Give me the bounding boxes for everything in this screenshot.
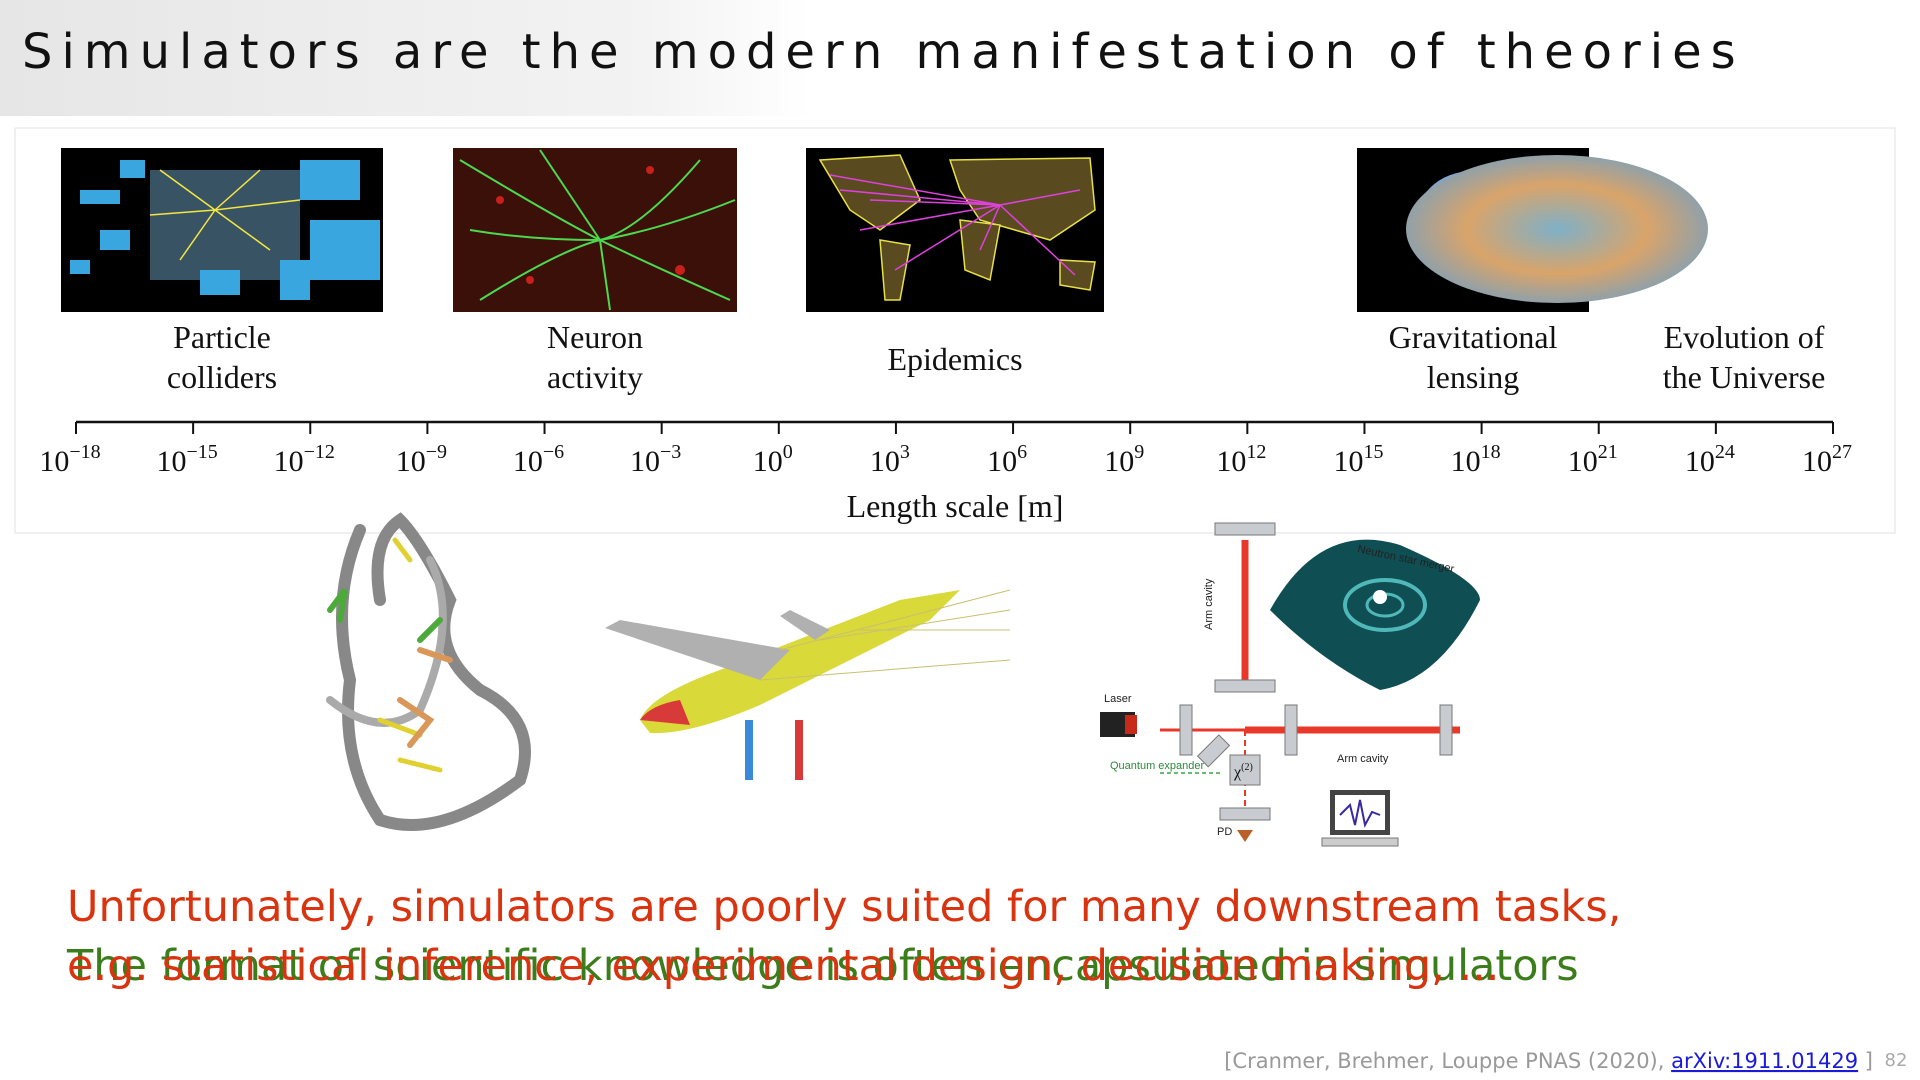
tick-base: 10 [987,445,1017,478]
universe-image [1406,155,1708,303]
chi: χ [1233,764,1242,781]
tick-base: 10 [1104,445,1134,478]
laser-label: Laser [1104,693,1132,705]
red-text: e.g. statistical inference, experimental… [67,941,1499,991]
pd-label: PD [1217,826,1232,838]
tick-label: 10−3 [630,441,681,478]
airplane-image [605,589,1011,780]
tick-label: 10−15 [156,441,217,478]
item-label: Evolution of [1664,319,1825,355]
tick-label: 1012 [1216,441,1266,478]
tick-base: 10 [630,445,660,478]
item-label: Particle [173,319,271,355]
neuron-image [453,148,737,312]
item-label: Gravitational [1389,319,1558,355]
citation-prefix: [Cranmer, Brehmer, Louppe PNAS (2020), [1224,1049,1671,1073]
tick-exponent: 9 [1134,441,1144,463]
tick-base: 10 [870,445,900,478]
tick-label: 1024 [1685,441,1735,478]
tick-label: 10−6 [513,441,564,478]
tick-label: 100 [753,441,793,478]
item-label: Neuron [547,319,643,355]
tick-label: 1018 [1451,441,1501,478]
tick-base: 10 [1333,445,1363,478]
tick-base: 10 [1568,445,1598,478]
tick-exponent: −6 [543,441,564,463]
tick-base: 10 [396,445,426,478]
tick-label: 106 [987,441,1027,478]
tick-exponent: 3 [900,441,910,463]
tick-base: 10 [274,445,304,478]
tick-exponent: 0 [783,441,793,463]
item-label: activity [547,359,643,395]
tick-base: 10 [1451,445,1481,478]
red-text: Unfortunately, simulators are poorly sui… [67,882,1621,932]
arm-cavity-label: Arm cavity [1337,753,1389,765]
tick-exponent: −9 [426,441,447,463]
green-text: The format of scientific knowledge is of… [66,941,1579,991]
arm-cavity-label: Arm cavity [1203,578,1215,630]
expander-label: Quantum expander [1110,760,1205,772]
tick-exponent: −3 [660,441,681,463]
tick-exponent: 15 [1363,441,1383,463]
tick-label: 1027 [1802,441,1852,478]
tick-label: 10−18 [39,441,100,478]
tick-base: 10 [1802,445,1832,478]
citation-suffix: ] [1858,1049,1873,1073]
item-label: colliders [167,359,277,395]
tick-base: 10 [753,445,783,478]
tick-exponent: 27 [1832,441,1852,463]
tick-base: 10 [39,445,69,478]
interferometer-image: Laser Arm cavity Arm cavity Neutron star… [1100,522,1480,847]
tick-base: 10 [513,445,543,478]
overlay-text: The format of scientific knowledge is of… [66,882,1621,991]
citation: [Cranmer, Brehmer, Louppe PNAS (2020), a… [1224,1049,1873,1073]
item-label: Epidemics [887,341,1022,377]
chi-label: χ(2) [1233,762,1253,781]
epidemics-image [806,148,1104,312]
tick-exponent: −18 [69,441,100,463]
axis-label: Length scale [m] [847,488,1064,524]
citation-link[interactable]: arXiv:1911.01429 [1671,1049,1858,1073]
title-band [0,0,810,116]
tick-base: 10 [1216,445,1246,478]
tick-exponent: −15 [186,441,217,463]
tick-exponent: 21 [1598,441,1618,463]
timeline: Particle colliders Neuron activity Epidemics… [39,319,1852,524]
tick-label: 10−12 [274,441,335,478]
tick-label: 109 [1104,441,1144,478]
protein-image [326,512,531,831]
chi-sup: (2) [1241,762,1253,773]
tick-exponent: 6 [1017,441,1027,463]
tick-exponent: 24 [1715,441,1735,463]
item-label: lensing [1427,359,1519,395]
tick-label: 1021 [1568,441,1618,478]
particle-image [61,148,383,312]
tick-exponent: −12 [304,441,335,463]
page-number: 82 [1885,1050,1908,1071]
tick-exponent: 18 [1481,441,1501,463]
tick-exponent: 12 [1246,441,1266,463]
title: Simulators are the modern manifestation … [22,24,1745,80]
tick-base: 10 [1685,445,1715,478]
tick-base: 10 [156,445,186,478]
tick-label: 10−9 [396,441,447,478]
item-label: the Universe [1663,359,1826,395]
tick-label: 103 [870,441,910,478]
tick-label: 1015 [1333,441,1383,478]
